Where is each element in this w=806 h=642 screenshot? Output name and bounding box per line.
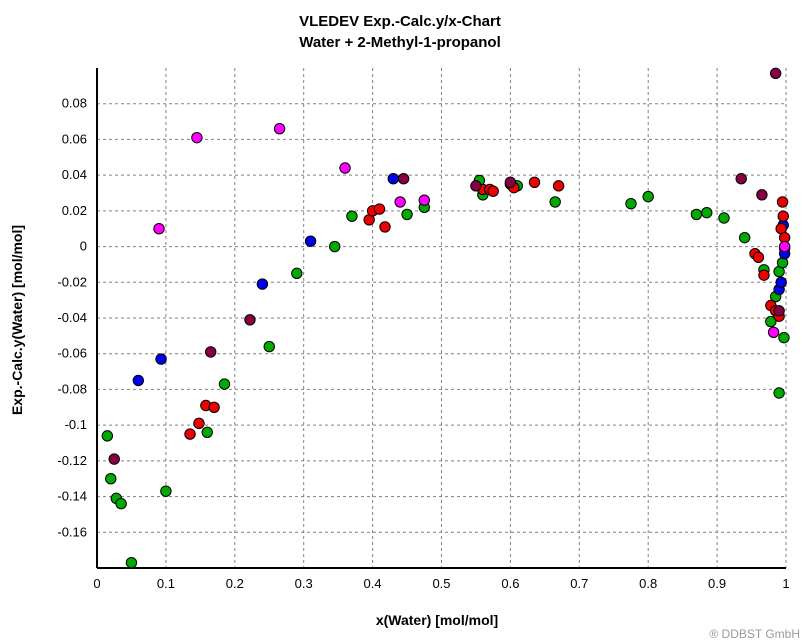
x-tick-label: 0.9: [708, 576, 726, 591]
data-point: [775, 276, 787, 288]
x-tick-label: 0.1: [157, 576, 175, 591]
data-point: [208, 401, 220, 413]
data-point: [549, 196, 561, 208]
data-point: [758, 269, 770, 281]
data-point: [105, 473, 117, 485]
data-point: [387, 173, 399, 185]
data-point: [263, 340, 275, 353]
data-point: [735, 173, 747, 185]
data-point: [752, 251, 765, 263]
data-points: [101, 67, 791, 569]
data-point: [108, 453, 120, 465]
data-point: [218, 378, 231, 390]
y-tick-label: -0.16: [57, 524, 87, 539]
data-point: [397, 173, 410, 185]
x-tick-label: 0.4: [364, 576, 382, 591]
data-point: [773, 305, 785, 317]
data-point: [738, 231, 751, 244]
y-tick-label: -0.06: [57, 346, 87, 361]
x-tick-label: 0: [93, 576, 100, 591]
data-point: [155, 353, 167, 365]
y-tick-label: -0.08: [57, 381, 87, 396]
data-point: [552, 180, 565, 192]
data-point: [244, 314, 256, 326]
x-tick-label: 0.5: [432, 576, 450, 591]
data-point: [778, 331, 790, 344]
data-point: [379, 221, 391, 233]
data-point: [291, 267, 303, 280]
y-tick-label: 0.04: [62, 167, 87, 182]
data-point: [769, 67, 782, 80]
grid: [96, 68, 787, 568]
axes: [96, 68, 786, 569]
y-tick-label: -0.12: [57, 453, 87, 468]
x-tick-label: 0.7: [570, 576, 588, 591]
y-tick-label: -0.14: [57, 489, 87, 504]
data-point: [304, 235, 317, 247]
x-tick-label: 1: [782, 576, 789, 591]
data-point: [756, 189, 768, 201]
chart-subtitle: Water + 2-Methyl-1-propanol: [299, 34, 501, 51]
data-point: [765, 315, 777, 328]
y-axis-label: Exp.-Calc.y(Water) [mol/mol]: [9, 225, 25, 415]
copyright-notice: ® DDBST GmbH: [709, 627, 800, 641]
x-tick-labels: 0 0.1 0.2 0.3 0.4 0.5 0.6 0.7 0.8 0.9 1: [93, 576, 789, 591]
data-point: [256, 278, 269, 290]
data-point: [690, 208, 703, 221]
data-point: [767, 326, 780, 338]
data-point: [329, 240, 341, 253]
data-point: [193, 417, 205, 430]
data-point: [418, 194, 430, 206]
data-point: [339, 162, 351, 174]
y-tick-label: -0.04: [57, 310, 87, 325]
data-point: [184, 428, 196, 440]
x-tick-label: 0.3: [295, 576, 313, 591]
data-point: [487, 185, 499, 197]
data-point: [701, 206, 713, 219]
x-tick-label: 0.6: [501, 576, 519, 591]
data-point: [191, 131, 203, 144]
data-point: [204, 346, 217, 358]
data-point: [273, 123, 286, 135]
data-point: [394, 196, 406, 208]
data-point: [346, 210, 358, 222]
y-tick-labels: 0.08 0.06 0.04 0.02 0 -0.02 -0.04 -0.06 -0.08 -0.…: [57, 96, 87, 540]
data-point: [528, 176, 541, 188]
data-point: [625, 198, 637, 210]
data-point: [160, 485, 172, 497]
data-point: [115, 498, 127, 510]
data-point: [373, 203, 386, 215]
data-point: [718, 212, 730, 224]
y-tick-label: -0.1: [65, 417, 87, 432]
x-tick-label: 0.2: [226, 576, 244, 591]
y-tick-label: 0.08: [62, 96, 87, 111]
data-point: [132, 374, 145, 387]
data-point: [470, 180, 482, 192]
x-axis-label: x(Water) [mol/mol]: [376, 612, 498, 628]
data-point: [125, 556, 138, 569]
x-tick-label: 0.8: [639, 576, 657, 591]
data-point: [777, 210, 789, 222]
y-tick-label: 0.02: [62, 203, 87, 218]
y-tick-label: 0.06: [62, 131, 87, 146]
data-point: [778, 240, 791, 253]
y-tick-label: -0.02: [57, 274, 87, 289]
data-point: [201, 426, 213, 438]
data-point: [504, 176, 517, 188]
data-point: [153, 223, 165, 235]
y-tick-label: 0: [80, 239, 87, 254]
chart-title: VLEDEV Exp.-Calc.y/x-Chart: [299, 13, 501, 30]
data-point: [773, 387, 785, 399]
data-point: [642, 190, 654, 203]
data-point: [776, 196, 789, 208]
data-point: [101, 430, 114, 442]
data-point: [401, 208, 413, 221]
